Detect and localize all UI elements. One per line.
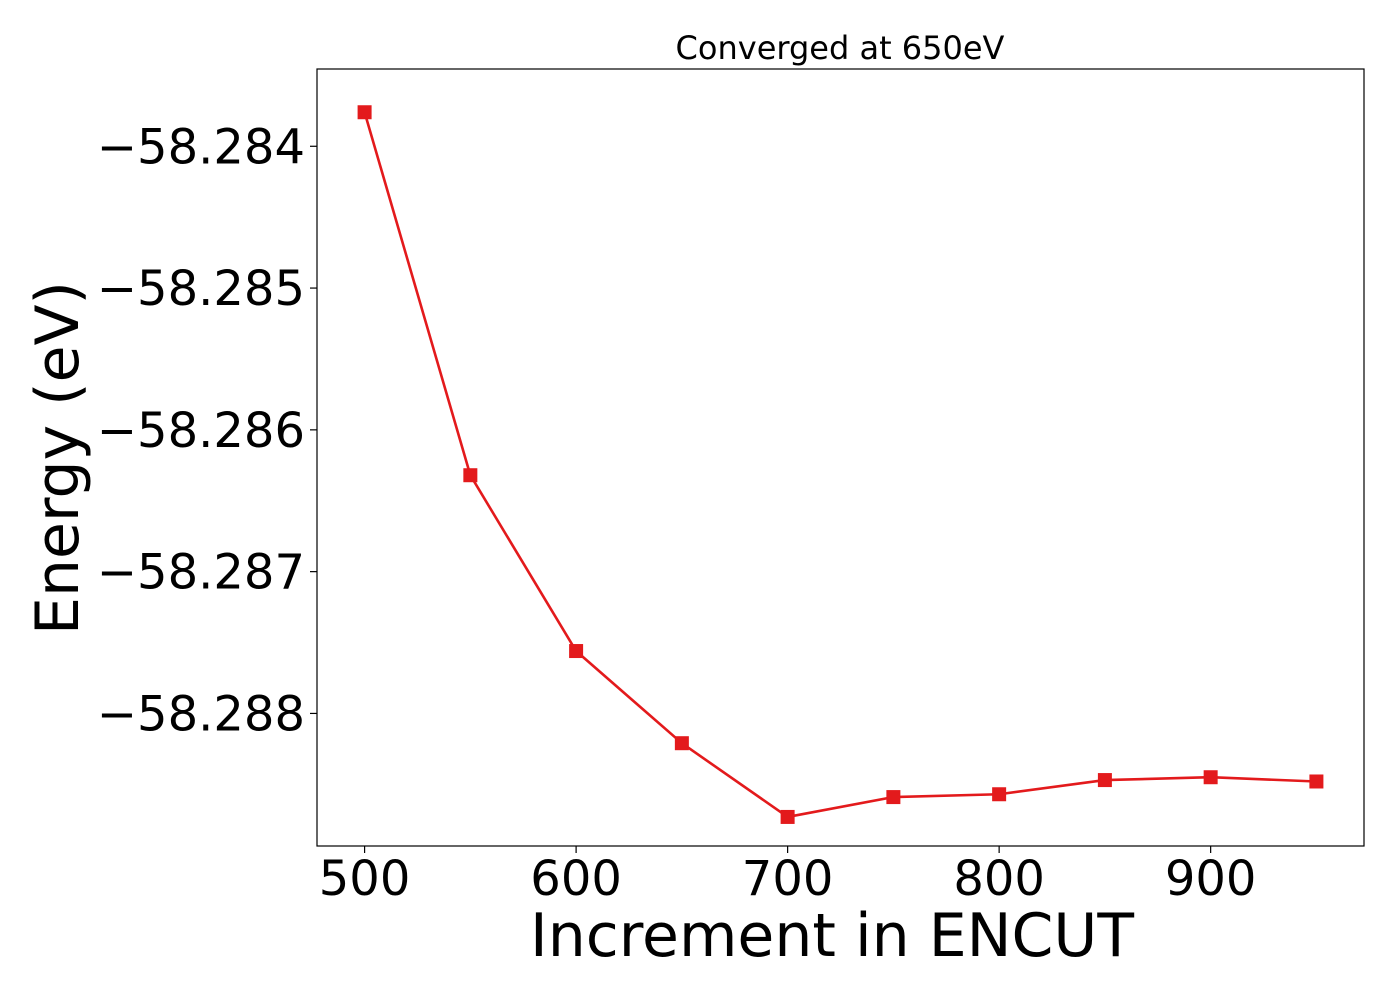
data-point-marker [992, 787, 1007, 802]
x-tick-label: 800 [953, 851, 1045, 907]
y-tick-label: −58.288 [97, 686, 305, 742]
data-point-marker [1203, 770, 1218, 785]
plot-frame [316, 68, 1365, 847]
x-axis: 500 600 700 800 900 [319, 846, 1257, 907]
data-point-marker [357, 105, 372, 120]
series-line [363, 111, 1317, 819]
y-tick-label: −58.287 [97, 545, 305, 601]
plot-marks [357, 105, 1324, 824]
data-point-marker [1309, 774, 1324, 789]
y-axis-label: Energy (eV) [23, 281, 93, 635]
x-tick-label: 700 [742, 851, 834, 907]
data-point-marker [674, 736, 689, 751]
x-tick-label: 600 [530, 851, 622, 907]
y-tick-label: −58.285 [97, 261, 305, 317]
x-axis-label: Increment in ENCUT [530, 901, 1134, 971]
data-point-marker [886, 790, 901, 805]
data-point-marker [780, 809, 795, 824]
x-tick-label: 900 [1165, 851, 1257, 907]
data-point-marker [463, 468, 478, 483]
y-axis: −58.284 −58.285 −58.286 −58.287 −58.288 [97, 119, 317, 742]
data-point-marker [569, 644, 584, 659]
x-tick-label: 500 [319, 851, 411, 907]
chart-title: Converged at 650eV [676, 29, 1005, 67]
y-tick-label: −58.286 [97, 403, 305, 459]
data-point-marker [1097, 773, 1112, 788]
y-tick-label: −58.284 [97, 119, 305, 175]
